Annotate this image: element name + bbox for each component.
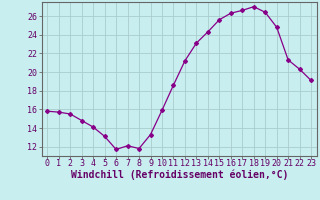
X-axis label: Windchill (Refroidissement éolien,°C): Windchill (Refroidissement éolien,°C) <box>70 170 288 180</box>
